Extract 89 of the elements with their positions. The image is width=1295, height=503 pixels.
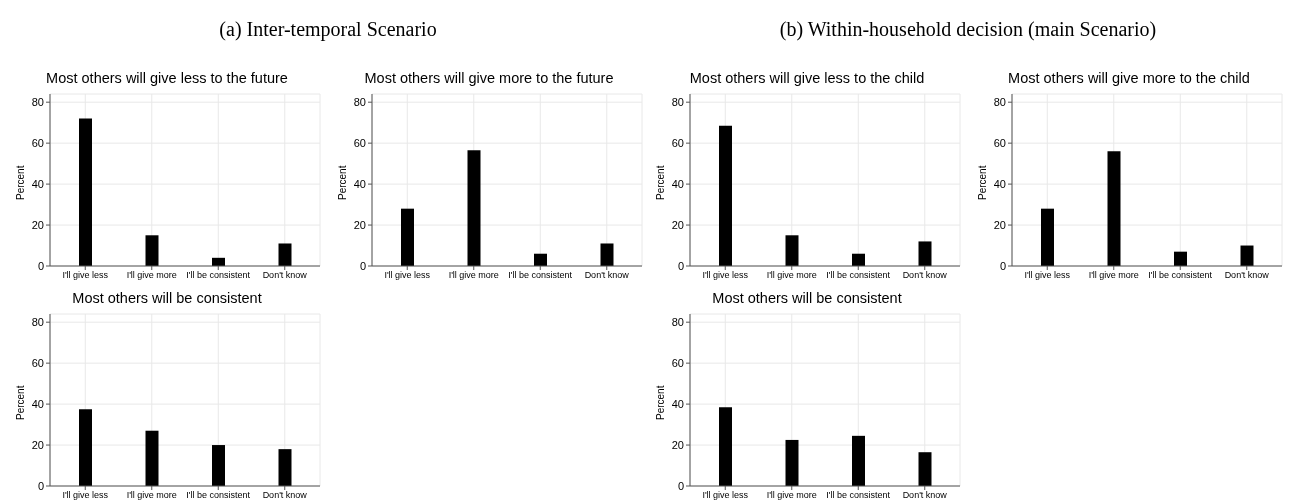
x-tick-label: I'll give less	[62, 490, 109, 501]
y-tick-label: 80	[993, 96, 1006, 109]
y-axis-title: Percent	[336, 165, 348, 200]
y-tick-label: 80	[353, 96, 366, 109]
x-tick-label: I'll give more	[766, 490, 817, 501]
x-tick-label: I'll give less	[62, 270, 109, 281]
bar	[467, 150, 481, 266]
chart-title: Most others will be consistent	[711, 290, 903, 308]
bar	[401, 208, 414, 266]
chart-title: Most others will give less to the future	[45, 70, 289, 88]
y-tick-label: 80	[31, 316, 44, 329]
bar	[719, 407, 732, 486]
bar	[212, 445, 225, 486]
y-tick-label: 40	[671, 398, 684, 410]
bar	[785, 235, 799, 266]
y-axis-title: Percent	[654, 165, 666, 200]
chart-title: Most others will be consistent	[71, 290, 263, 308]
x-tick-label: I'll give more	[1088, 270, 1139, 281]
y-tick-label: 0	[37, 259, 44, 272]
chart-title: Most others will give less to the child	[688, 70, 926, 88]
x-tick-label: I'll give more	[126, 270, 177, 281]
y-tick-label: 0	[999, 259, 1006, 272]
bar	[918, 241, 932, 266]
x-tick-label: Don't know	[262, 490, 308, 501]
y-tick-label: 60	[993, 137, 1006, 150]
y-tick-label: 0	[359, 259, 366, 272]
y-tick-label: 60	[31, 357, 44, 370]
y-tick-label: 60	[353, 137, 366, 150]
bar	[719, 125, 732, 266]
x-tick-label: I'll be consistent	[186, 270, 251, 281]
x-tick-label: I'll be consistent	[1148, 270, 1213, 281]
y-tick-label: 60	[671, 357, 684, 370]
bar	[278, 449, 292, 486]
y-axis-title: Percent	[14, 385, 26, 420]
x-tick-label: I'll be consistent	[186, 490, 251, 501]
bar	[145, 235, 159, 266]
bar	[852, 435, 865, 486]
y-tick-label: 40	[31, 398, 44, 410]
bar	[1107, 151, 1121, 266]
x-tick-label: Don't know	[1224, 270, 1270, 281]
bar	[79, 118, 92, 266]
bar	[600, 243, 614, 266]
y-tick-label: 0	[677, 479, 684, 492]
bar	[145, 430, 159, 486]
x-tick-label: I'll give more	[448, 270, 499, 281]
chart-title: Most others will give more to the child	[1007, 70, 1251, 88]
y-tick-label: 20	[671, 438, 684, 451]
chart-title: Most others will give more to the future	[363, 70, 615, 88]
x-tick-label: I'll give more	[766, 270, 817, 281]
bar	[918, 452, 932, 486]
y-tick-label: 40	[31, 178, 44, 190]
text: (a) Inter-temporal Scenario	[218, 18, 438, 41]
y-tick-label: 0	[37, 479, 44, 492]
y-tick-label: 0	[677, 259, 684, 272]
x-tick-label: I'll be consistent	[508, 270, 573, 281]
y-tick-label: 20	[993, 218, 1006, 231]
y-tick-label: 60	[671, 137, 684, 150]
y-axis-title: Percent	[976, 165, 988, 200]
y-tick-label: 80	[671, 96, 684, 109]
y-tick-label: 60	[31, 137, 44, 150]
bar	[278, 243, 292, 266]
bar	[1174, 251, 1187, 266]
x-tick-label: Don't know	[584, 270, 630, 281]
y-tick-label: 40	[353, 178, 366, 190]
y-tick-label: 40	[671, 178, 684, 190]
y-tick-label: 20	[31, 218, 44, 231]
y-tick-label: 20	[671, 218, 684, 231]
x-tick-label: I'll be consistent	[826, 270, 891, 281]
bar	[1041, 208, 1054, 266]
x-tick-label: Don't know	[262, 270, 308, 281]
y-tick-label: 20	[353, 218, 366, 231]
x-tick-label: I'll give less	[702, 270, 749, 281]
x-tick-label: I'll be consistent	[826, 490, 891, 501]
y-tick-label: 80	[31, 96, 44, 109]
x-tick-label: I'll give less	[1024, 270, 1071, 281]
bar	[79, 409, 92, 486]
x-tick-label: Don't know	[902, 490, 948, 501]
text: (b) Within-household decision (main Scenario)	[778, 18, 1158, 41]
y-tick-label: 20	[31, 438, 44, 451]
y-tick-label: 80	[671, 316, 684, 329]
y-tick-label: 40	[993, 178, 1006, 190]
y-axis-title: Percent	[14, 165, 26, 200]
x-tick-label: Don't know	[902, 270, 948, 281]
bar	[785, 439, 799, 486]
x-tick-label: I'll give less	[384, 270, 431, 281]
x-tick-label: I'll give more	[126, 490, 177, 501]
y-axis-title: Percent	[654, 385, 666, 420]
x-tick-label: I'll give less	[702, 490, 749, 501]
bar	[1240, 245, 1254, 266]
